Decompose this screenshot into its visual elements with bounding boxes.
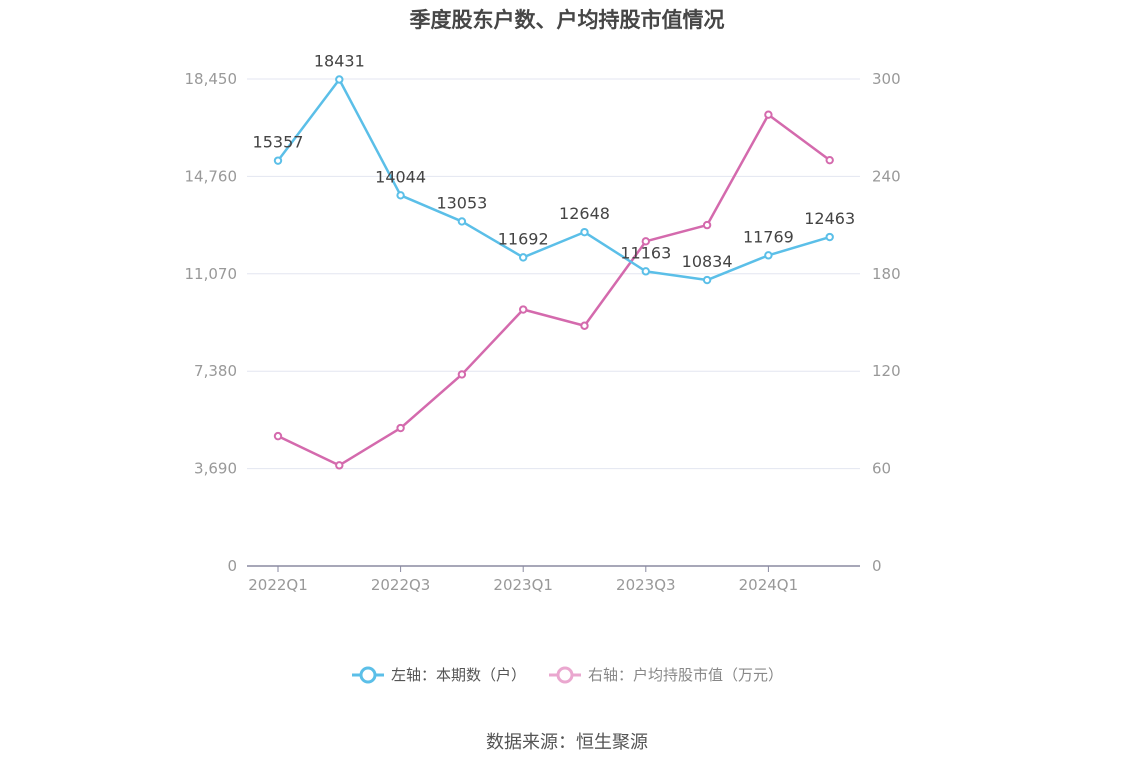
source-note: 数据来源：恒生聚源 bbox=[486, 732, 648, 753]
data-label: 10834 bbox=[682, 252, 733, 271]
line-chart: 0 3,690 7,380 11,070 14,760 18,450 0 60 120 180 2… bbox=[185, 52, 901, 594]
data-labels: 15357 18431 14044 13053 11692 12648 11163 10834… bbox=[253, 52, 856, 272]
data-point-right bbox=[702, 220, 712, 230]
data-label: 18431 bbox=[314, 52, 365, 71]
data-point-right bbox=[641, 237, 650, 246]
legend-item-right-series[interactable]: 右轴：户均持股市值（万元） bbox=[548, 664, 783, 685]
legend-item-left-series[interactable]: 左轴：本期数（户） bbox=[351, 664, 526, 685]
series-lines bbox=[273, 75, 834, 470]
x-tick-label: 2023Q3 bbox=[616, 576, 676, 594]
left-tick-label: 14,760 bbox=[185, 167, 238, 185]
x-tick-label: 2022Q1 bbox=[248, 576, 308, 594]
series-line-right bbox=[277, 113, 831, 467]
left-tick-label: 18,450 bbox=[185, 70, 238, 88]
data-point-left bbox=[519, 253, 528, 262]
legend-label-right-series: 右轴：户均持股市值（万元） bbox=[588, 666, 784, 684]
data-label: 11163 bbox=[620, 243, 671, 262]
right-tick-label: 0 bbox=[872, 557, 882, 575]
data-label: 12648 bbox=[559, 204, 610, 223]
data-point-left bbox=[457, 217, 467, 226]
data-label: 11692 bbox=[498, 229, 549, 248]
series-line-left bbox=[277, 78, 831, 282]
data-point-left bbox=[580, 227, 589, 237]
data-label: 11769 bbox=[743, 227, 794, 246]
data-point-left bbox=[764, 251, 773, 260]
right-axis-ticks: 0 60 120 180 240 300 bbox=[872, 70, 901, 575]
data-point-right bbox=[396, 423, 405, 433]
legend-label-left-series: 左轴：本期数（户） bbox=[390, 666, 526, 684]
data-point-right bbox=[825, 155, 834, 165]
data-point-right bbox=[273, 431, 283, 441]
right-tick-label: 300 bbox=[872, 70, 901, 88]
data-label: 12463 bbox=[804, 209, 855, 228]
data-point-left bbox=[273, 156, 283, 165]
left-tick-label: 3,690 bbox=[194, 460, 237, 478]
right-tick-label: 240 bbox=[872, 167, 901, 185]
data-point-left bbox=[396, 191, 405, 200]
data-point-left bbox=[641, 267, 650, 276]
data-point-right bbox=[580, 321, 589, 330]
data-point-left bbox=[335, 75, 344, 84]
data-label: 15357 bbox=[253, 133, 304, 152]
data-label: 14044 bbox=[375, 167, 426, 186]
x-tick-label: 2024Q1 bbox=[739, 576, 799, 594]
right-tick-label: 180 bbox=[872, 265, 901, 283]
data-point-right bbox=[335, 461, 344, 470]
data-label: 13053 bbox=[436, 193, 487, 212]
left-tick-label: 7,380 bbox=[194, 362, 237, 380]
data-point-right bbox=[764, 110, 773, 119]
legend: 左轴：本期数（户） 右轴：户均持股市值（万元） bbox=[0, 664, 1134, 685]
left-tick-label: 0 bbox=[227, 557, 237, 575]
data-point-right bbox=[457, 370, 467, 379]
data-point-left bbox=[702, 275, 712, 285]
data-point-left bbox=[825, 232, 834, 242]
x-tick-label: 2022Q3 bbox=[371, 576, 431, 594]
x-tick-label: 2023Q1 bbox=[493, 576, 553, 594]
right-tick-label: 120 bbox=[872, 362, 901, 380]
left-axis-ticks: 0 3,690 7,380 11,070 14,760 18,450 bbox=[185, 70, 238, 575]
x-axis: 2022Q1 2022Q3 2023Q1 2023Q3 2024Q1 bbox=[247, 565, 860, 594]
right-tick-label: 60 bbox=[872, 460, 891, 478]
left-tick-label: 11,070 bbox=[185, 265, 238, 283]
data-point-right bbox=[519, 305, 528, 314]
grid-lines bbox=[247, 78, 860, 470]
chart-title: 季度股东户数、户均持股市值情况 bbox=[409, 8, 725, 32]
legend-swatch-pink-icon bbox=[549, 666, 581, 683]
legend-swatch-blue-icon bbox=[351, 666, 384, 683]
